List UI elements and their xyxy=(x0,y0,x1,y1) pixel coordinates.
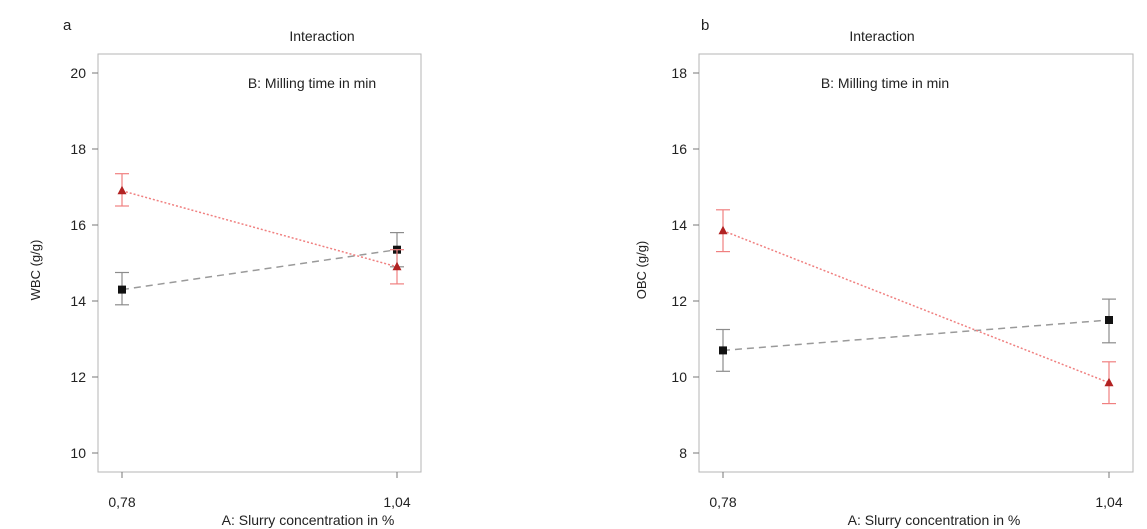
x-axis-label: A: Slurry concentration in % xyxy=(222,512,395,528)
x-tick-label: 1,04 xyxy=(1095,494,1122,510)
series-square-line xyxy=(121,248,398,291)
y-tick-label: 18 xyxy=(671,65,687,81)
series-square-point xyxy=(1105,316,1113,324)
series-triangle-point xyxy=(392,261,402,271)
y-tick-label: 10 xyxy=(70,445,86,461)
series-square-line xyxy=(722,319,1110,352)
y-tick-label: 20 xyxy=(70,65,86,81)
chart-subtitle: B: Milling time in min xyxy=(821,75,949,91)
y-tick-label: 8 xyxy=(679,445,687,461)
series-triangle-point xyxy=(117,185,127,195)
chart-title: Interaction xyxy=(849,28,914,44)
series-triangle-line xyxy=(722,230,1110,384)
plot-frame xyxy=(698,53,1134,473)
series-triangle-point xyxy=(1104,377,1114,387)
y-tick-label: 14 xyxy=(671,217,687,233)
y-tick-label: 10 xyxy=(671,369,687,385)
plot-frame xyxy=(97,53,422,473)
panel-label: b xyxy=(701,17,709,34)
y-axis-label: OBC (g/g) xyxy=(634,241,649,300)
x-axis-label: A: Slurry concentration in % xyxy=(848,512,1021,528)
x-tick-label: 1,04 xyxy=(383,494,410,510)
y-tick-label: 12 xyxy=(671,293,687,309)
series-triangle-line xyxy=(121,190,398,268)
y-tick-label: 18 xyxy=(70,141,86,157)
series-square-point xyxy=(719,346,727,355)
y-tick-label: 16 xyxy=(671,141,687,157)
y-axis-label: WBC (g/g) xyxy=(28,240,43,301)
y-tick-label: 16 xyxy=(70,217,86,233)
y-tick-label: 14 xyxy=(70,293,86,309)
chart-panel-b: b Interaction B: Milling time in min OBC (g… xyxy=(634,17,1134,528)
chart-title: Interaction xyxy=(289,28,354,44)
chart-subtitle: B: Milling time in min xyxy=(248,75,376,91)
x-tick-label: 0,78 xyxy=(108,494,135,510)
x-tick-label: 0,78 xyxy=(709,494,736,510)
series-triangle-point xyxy=(718,225,728,235)
chart-panel-a: a Interaction B: Milling time in min WBC (g… xyxy=(28,17,422,528)
panel-label: a xyxy=(63,17,72,34)
y-tick-label: 12 xyxy=(70,369,86,385)
series-square-point xyxy=(118,285,126,294)
